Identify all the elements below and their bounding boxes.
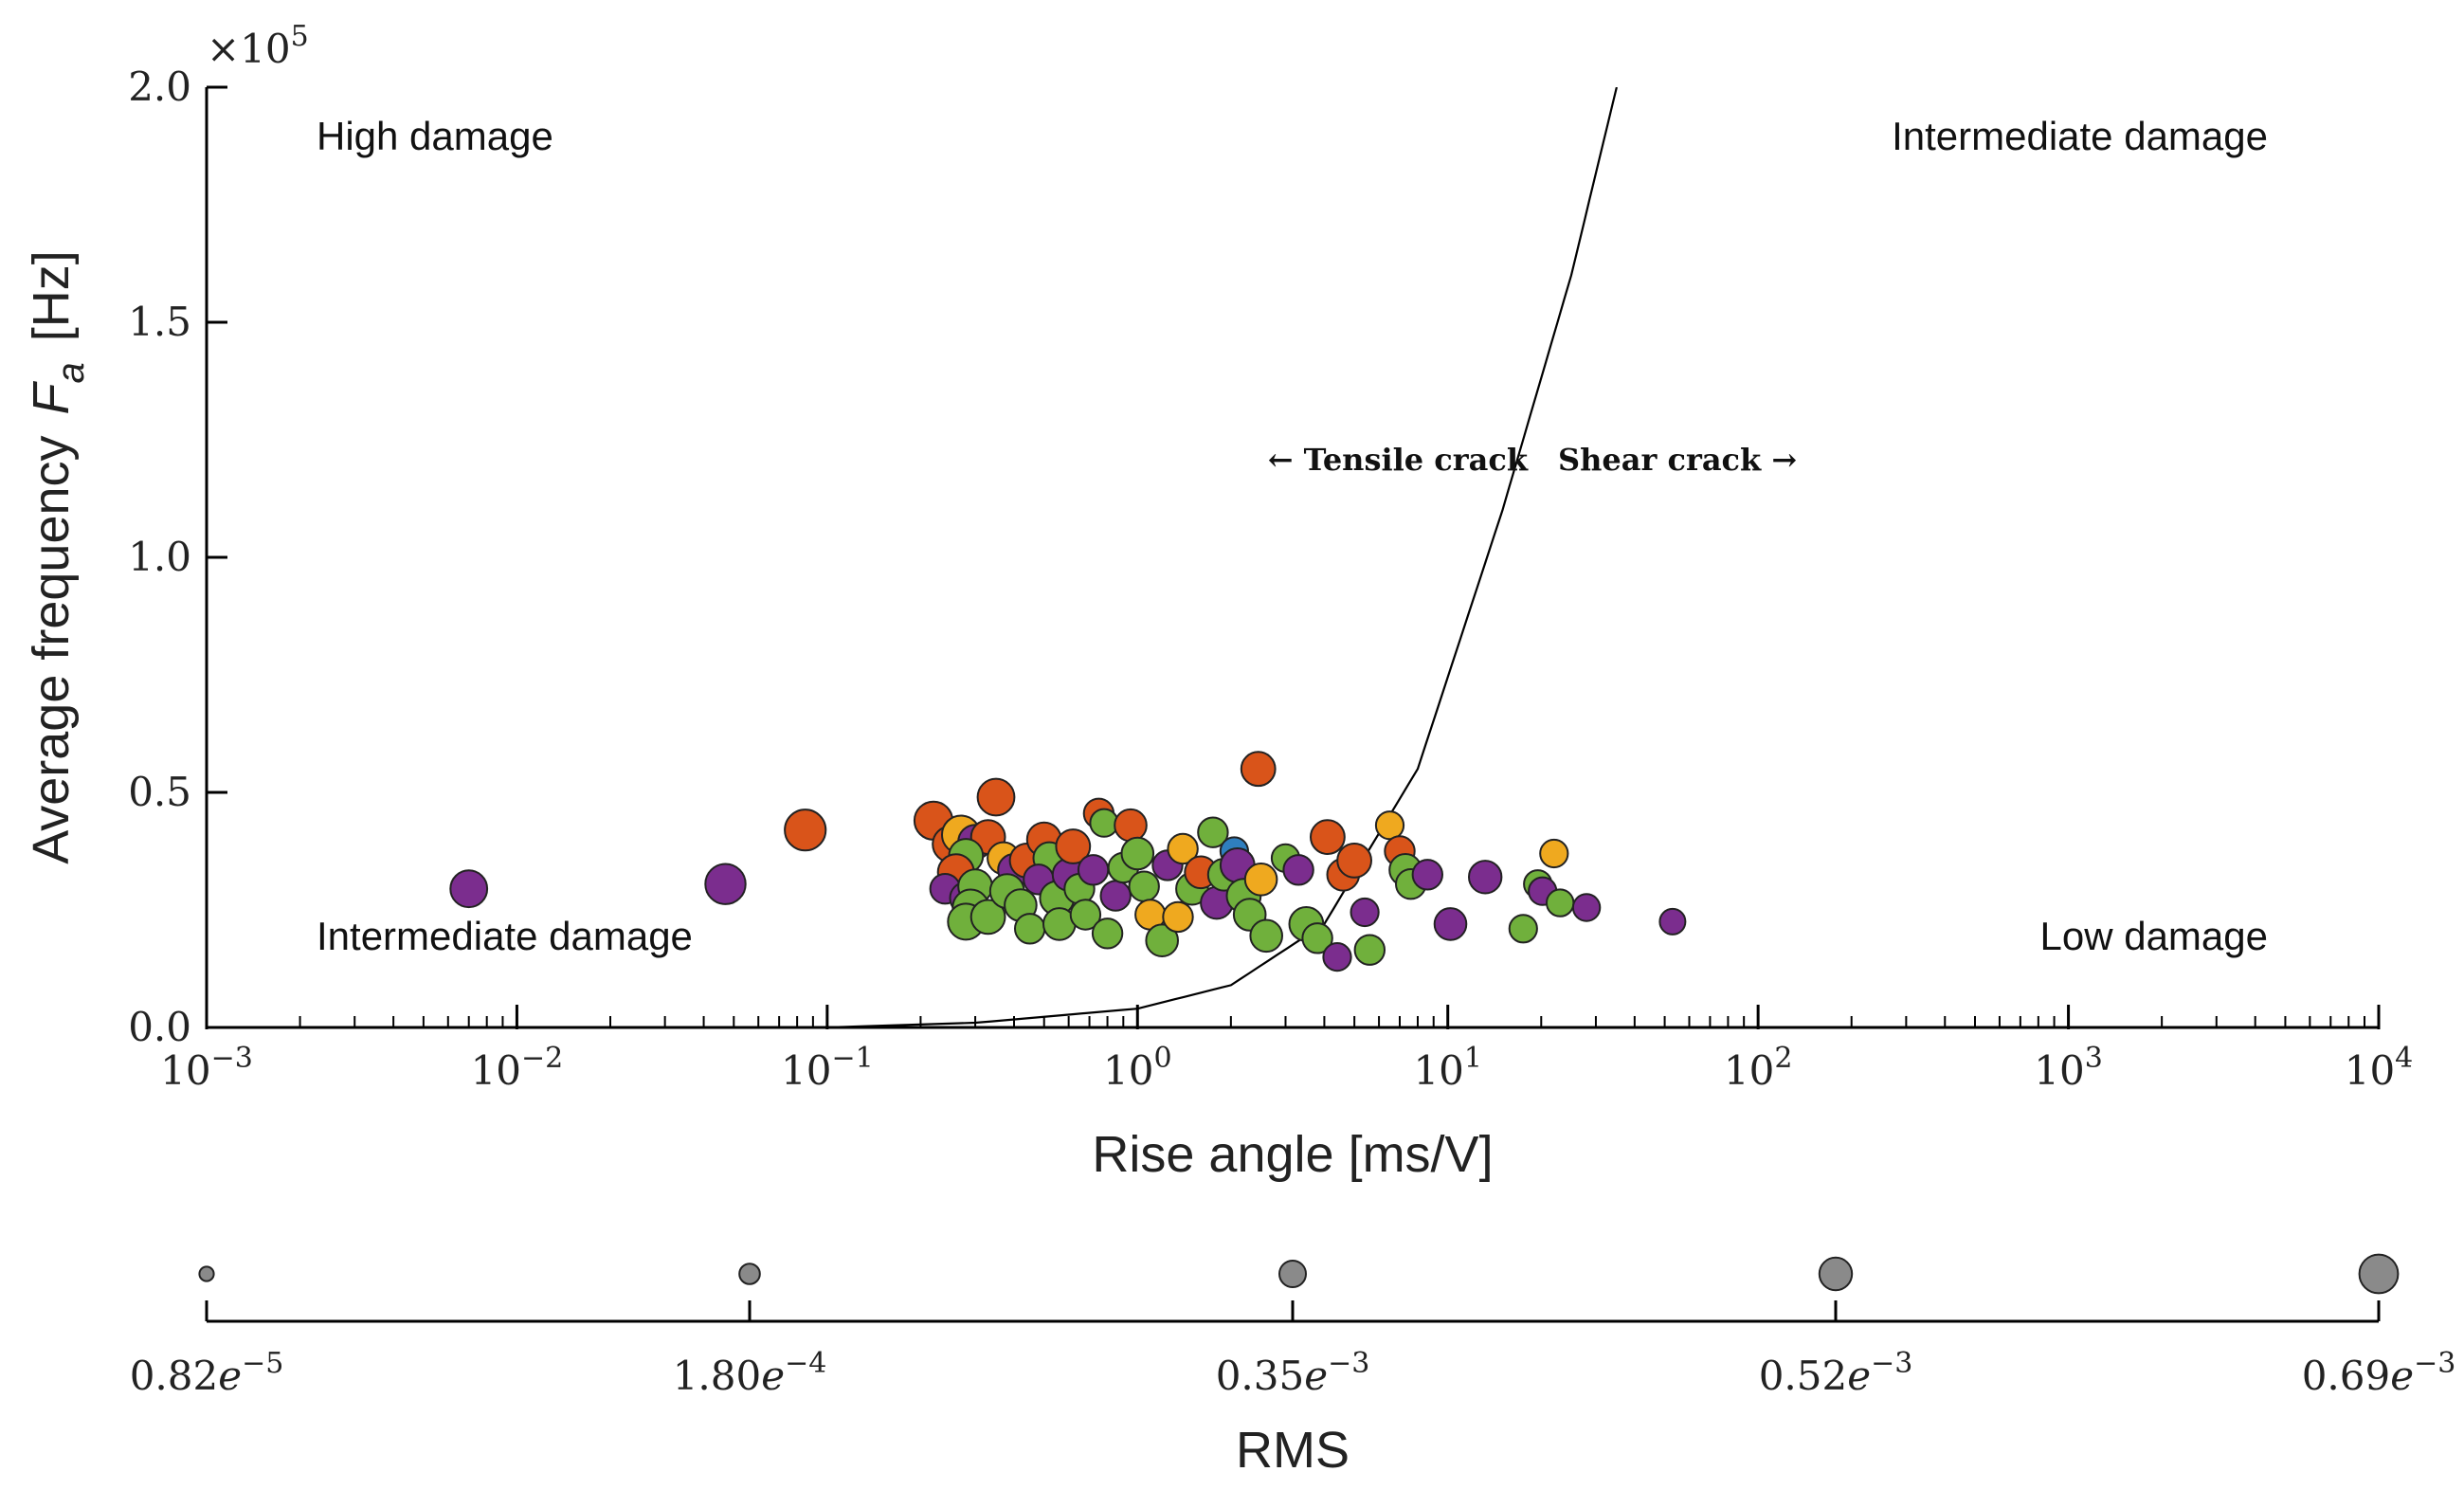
scatter-point — [1091, 918, 1124, 950]
scatter-point — [1120, 836, 1155, 871]
x-tick-label: 100 — [1103, 1042, 1172, 1094]
scatter-point — [1128, 870, 1160, 902]
legend-tick-label: 0.52e−3 — [1759, 1347, 1913, 1399]
scatter-point — [1411, 859, 1444, 891]
tensile-crack-label: ← Tensile crack — [1268, 442, 1529, 478]
x-tick-label: 104 — [2345, 1042, 2414, 1094]
x-tick-label: 10−2 — [471, 1042, 564, 1094]
scatter-point — [1336, 843, 1372, 879]
x-tick-label: 10−3 — [160, 1042, 253, 1094]
scatter-point — [1077, 854, 1110, 886]
region-label-bottom-left: Intermediate damage — [317, 914, 693, 958]
legend-size-marker — [738, 1263, 761, 1285]
x-tick-label: 102 — [1724, 1042, 1793, 1094]
scatter-point — [1433, 907, 1468, 941]
rms-size-legend: 0.82e−5 1.80e−4 0.35e−3 0.52e−3 0.69e−3 — [130, 1253, 2456, 1399]
region-label-bottom-right: Low damage — [2040, 914, 2269, 958]
scatter-point — [1350, 897, 1380, 928]
scatter-point — [969, 899, 1006, 936]
shear-crack-label: Shear crack → — [1558, 442, 1797, 478]
legend-size-marker — [1818, 1256, 1854, 1292]
region-label-top-right: Intermediate damage — [1892, 114, 2268, 158]
x-tick-label: 10−1 — [781, 1042, 874, 1094]
y-ticks: 0.0 0.5 1.0 1.5 2.0 — [128, 64, 227, 1050]
scatter-point — [1539, 838, 1569, 869]
y-axis-label: Average frequencyFa[Hz] — [23, 250, 92, 864]
scatter-point — [784, 809, 827, 852]
y-tick-label: 0.5 — [128, 769, 191, 815]
scatter-point — [1322, 942, 1352, 972]
data-points — [449, 751, 1687, 972]
x-ticks: 10−3 10−2 10−1 100 101 102 103 104 — [160, 1005, 2413, 1094]
scatter-point — [1374, 810, 1405, 841]
scatter-point — [1167, 832, 1199, 865]
region-label-top-left: High damage — [317, 114, 553, 158]
legend-size-marker — [1278, 1260, 1307, 1288]
scatter-point — [1468, 860, 1503, 895]
x-axis-label: Rise angle [ms/V] — [1092, 1126, 1493, 1183]
legend-tick-label: 0.35e−3 — [1216, 1347, 1370, 1399]
scatter-point — [1571, 893, 1602, 922]
legend-size-marker — [2358, 1253, 2400, 1295]
scatter-point — [1353, 934, 1386, 966]
scatter-point — [1310, 819, 1346, 855]
scatter-point — [1282, 854, 1314, 886]
legend-tick-label: 0.82e−5 — [130, 1347, 284, 1399]
y-multiplier: ×105 — [207, 20, 309, 72]
scatter-point — [1546, 888, 1575, 918]
x-tick-label: 101 — [1413, 1042, 1482, 1094]
scatter-point — [1658, 907, 1687, 936]
x-tick-label: 103 — [2034, 1042, 2103, 1094]
scatter-point — [1243, 863, 1278, 897]
y-tick-label: 2.0 — [128, 64, 191, 110]
axes: 10−3 10−2 10−1 100 101 102 103 104 0.0 0.5 1.0 1.5… — [128, 64, 2413, 1094]
scatter-point — [1162, 900, 1194, 934]
scatter-point — [1197, 816, 1229, 848]
scatter-point — [1508, 914, 1538, 944]
scatter-point — [1099, 880, 1132, 912]
scatter-point — [1301, 922, 1333, 954]
legend-label: RMS — [1236, 1422, 1350, 1479]
legend-size-marker — [198, 1265, 215, 1282]
y-tick-label: 0.0 — [128, 1004, 191, 1050]
scatter-point — [1114, 808, 1148, 843]
scatter-point — [449, 869, 489, 909]
scatter-point — [704, 863, 747, 905]
scatter-point — [1055, 828, 1092, 864]
scatter-point — [1089, 808, 1119, 838]
scatter-point — [1240, 751, 1277, 788]
scatter-point — [1069, 899, 1102, 931]
legend-tick-label: 1.80e−4 — [673, 1347, 827, 1399]
y-tick-label: 1.5 — [128, 299, 191, 345]
scatter-point — [1145, 923, 1179, 958]
scatter-point — [976, 777, 1016, 817]
y-tick-label: 1.0 — [128, 534, 191, 580]
scatter-point — [1249, 918, 1283, 954]
legend-tick-label: 0.69e−3 — [2302, 1347, 2456, 1399]
scatter-point — [1014, 913, 1046, 945]
